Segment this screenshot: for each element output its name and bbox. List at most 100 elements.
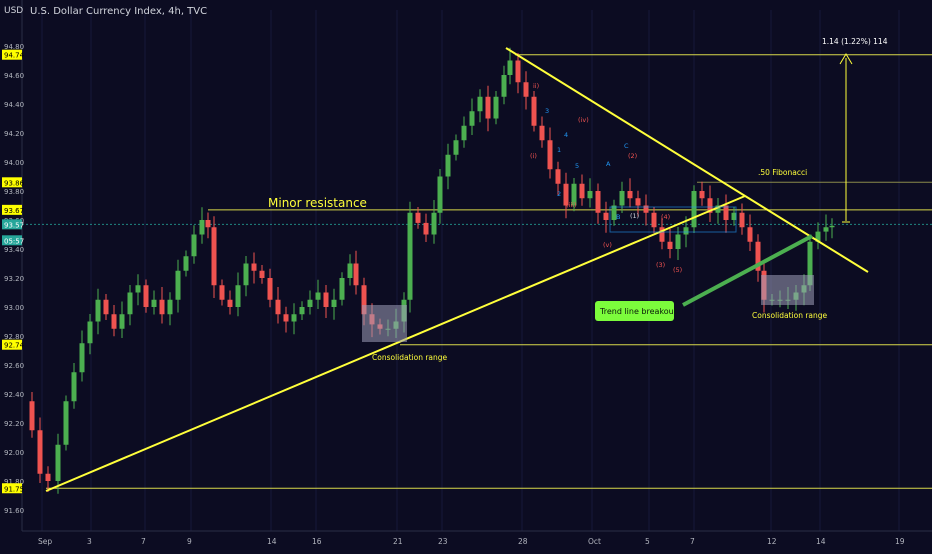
wave-label: A [606, 160, 611, 168]
candle-body [619, 191, 625, 206]
candle-body [111, 314, 117, 329]
consolidation-box-1[interactable] [362, 305, 407, 342]
wave-label: (2) [628, 152, 637, 160]
y-tick-label: 92.80 [4, 333, 24, 341]
breakout-trendline[interactable] [682, 234, 813, 307]
x-tick-label: 7 [690, 537, 695, 546]
wave-label: (v) [603, 241, 612, 249]
candle-body [119, 314, 125, 329]
candle-body [143, 285, 149, 307]
y-tick-label: 94.00 [4, 159, 24, 167]
y-tick-label: 92.40 [4, 391, 24, 399]
candle-body [235, 285, 241, 307]
falling-trendline[interactable] [505, 47, 869, 273]
wave-label: (iii) [566, 201, 577, 209]
y-tick-label: 94.60 [4, 72, 24, 80]
x-tick-label: 12 [767, 537, 777, 546]
candle-body [469, 111, 475, 126]
candle-body [37, 430, 43, 474]
candle-body [323, 292, 329, 307]
candlesticks [29, 47, 835, 494]
candle-body [423, 222, 429, 235]
x-tick-label: 16 [312, 537, 322, 546]
y-tick-label: 93.20 [4, 275, 24, 283]
price-badge [2, 49, 22, 60]
candle-body [823, 227, 829, 232]
candle-body [199, 220, 205, 235]
x-tick-label: Oct [588, 537, 601, 546]
candle-body [415, 212, 421, 223]
y-tick-label: 93.00 [4, 304, 24, 312]
annotation-labels: Minor resistance Consolidation range Con… [268, 37, 888, 362]
y-tick-label: 93.80 [4, 188, 24, 196]
consolidation-box-2[interactable] [761, 275, 814, 305]
y-tick-label: 94.40 [4, 101, 24, 109]
candle-body [135, 285, 141, 293]
candle-body [45, 473, 51, 481]
target-label: 1.14 (1.22%) 114 [822, 37, 888, 46]
y-tick-label: 94.20 [4, 130, 24, 138]
x-tick-label: 5 [645, 537, 650, 546]
candle-body [723, 205, 729, 220]
breakout-callout-box[interactable] [595, 301, 674, 321]
candle-body [461, 125, 467, 141]
wave-label: (iv) [578, 116, 589, 124]
candle-body [29, 401, 35, 431]
consolidation-label-2: Consolidation range [752, 311, 828, 320]
candle-body [191, 234, 197, 257]
candle-body [437, 176, 443, 213]
candle-body [167, 299, 173, 315]
candle-body [339, 278, 345, 300]
candle-body [507, 60, 513, 75]
candle-body [267, 278, 273, 300]
candle-body [299, 307, 305, 315]
candle-body [63, 401, 69, 445]
x-tick-label: 23 [438, 537, 448, 546]
price-badge [2, 339, 22, 350]
candle-body [183, 256, 189, 271]
currency-label: USD [4, 6, 24, 16]
wave-label: ii) [533, 82, 539, 90]
candle-body [807, 241, 813, 286]
candle-body [531, 96, 537, 126]
candle-body [627, 191, 633, 199]
candle-body [815, 231, 821, 242]
candle-body [715, 205, 721, 213]
wave-label: 3 [545, 107, 549, 115]
wave-label: 1 [557, 146, 561, 154]
fibonacci-label: .50 Fibonacci [758, 168, 807, 177]
y-tick-label: 94.80 [4, 43, 24, 51]
x-tick-label: 19 [895, 537, 905, 546]
chart-title: U.S. Dollar Currency Index, 4h, TVC [30, 6, 208, 17]
candle-body [651, 212, 657, 228]
candle-body [353, 263, 359, 286]
wave-label: (4) [661, 213, 670, 221]
candle-body [431, 212, 437, 235]
price-badge [2, 219, 22, 230]
candle-body [731, 212, 737, 220]
candle-body [747, 227, 753, 242]
wave-label: (i) [530, 152, 537, 160]
price-badge [2, 204, 22, 215]
candle-body [579, 183, 585, 199]
y-tick-label: 93.40 [4, 246, 24, 254]
wave-label: 5 [575, 162, 579, 170]
candle-body [539, 125, 545, 141]
candle-body [699, 191, 705, 199]
candle-body [259, 270, 265, 278]
candle-body [315, 292, 321, 300]
candle-body [55, 444, 61, 481]
candle-body [95, 299, 101, 322]
wave-label: B [616, 213, 620, 221]
candle-body [103, 299, 109, 315]
candle-body [227, 299, 233, 307]
candle-body [243, 263, 249, 286]
price-badge-label: 94.74 [4, 52, 25, 60]
minor-resistance-label: Minor resistance [268, 196, 367, 210]
candle-body [675, 234, 681, 249]
drawings [45, 47, 869, 492]
candle-body [205, 220, 211, 228]
rising-trendline[interactable] [45, 195, 746, 492]
